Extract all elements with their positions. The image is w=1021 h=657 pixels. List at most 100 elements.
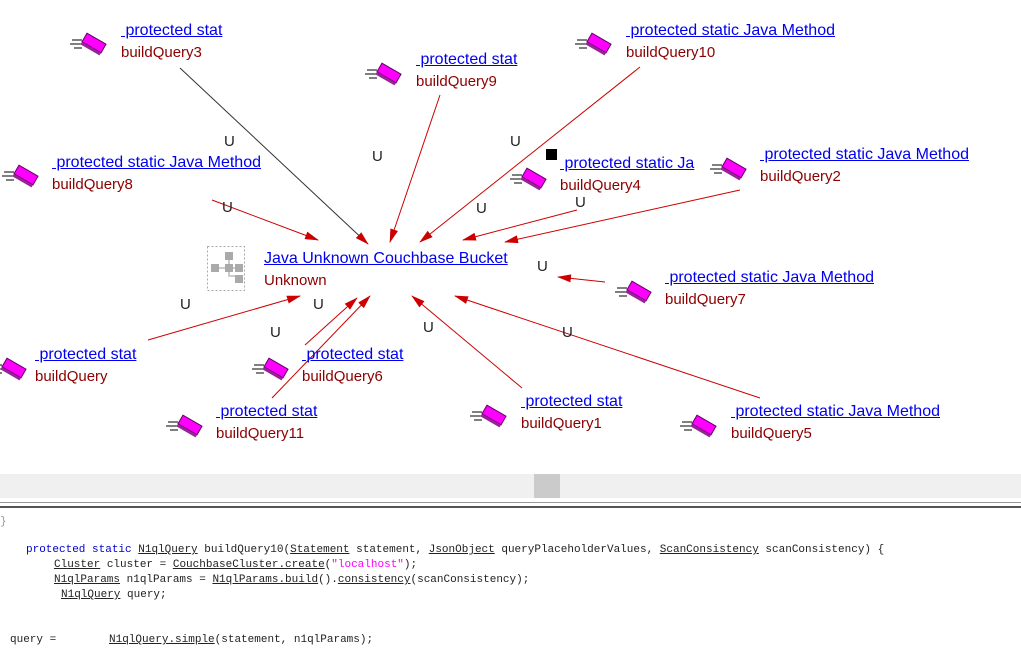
dependency-edge [147,295,301,341]
code-text: (scanConsistency); [410,574,530,586]
edge-label: U [423,319,434,336]
dependency-edge [462,209,578,241]
edge-label: U [372,148,383,165]
method-title-link[interactable]: protected static Java Method [52,154,261,171]
dependency-edge [211,199,319,241]
edge-label: U [222,199,233,216]
java-method-icon [510,167,547,191]
java-method-icon [70,32,107,56]
method-name: buildQuery3 [121,44,202,61]
method-title-link[interactable]: protected stat [521,393,623,410]
code-text: query; [120,589,167,601]
type-link[interactable]: Statement [290,544,350,556]
method-title-link[interactable]: protected stat [121,22,223,39]
selection-handle[interactable] [546,149,557,160]
method-name: buildQuery [35,368,108,385]
splitter-handle[interactable] [0,506,1021,508]
type-link[interactable]: Cluster [54,559,101,571]
java-method-icon [365,62,402,86]
horizontal-scrollbar[interactable] [0,474,1021,498]
string-literal: "localhost" [331,559,404,571]
code-line-4: N1qlQuery query; [61,589,167,601]
method-name: buildQuery8 [52,176,133,193]
method-title-link[interactable]: protected static Java Method [665,269,874,286]
method-title-link[interactable]: protected static Java Method [760,146,969,163]
edge-label: U [224,133,235,150]
java-method-icon [166,414,203,438]
method-link[interactable]: N1qlParams.build [212,574,319,586]
code-line-3: N1qlParams n1qlParams = N1qlParams.build… [54,574,529,586]
code-text: queryPlaceholderValues, [494,544,660,556]
dependency-edge [179,67,369,245]
method-title-link[interactable]: protected stat [216,403,318,420]
method-title-link[interactable]: protected stat [35,346,137,363]
dependency-edge [304,297,358,346]
code-text: ( [324,559,332,571]
method-name: buildQuery1 [521,415,602,432]
code-text: scanConsistency) { [758,544,885,556]
type-link[interactable]: N1qlParams [54,574,121,586]
code-line-1: protected static N1qlQuery buildQuery10(… [26,544,884,556]
dependency-edge [504,189,741,244]
java-method-icon [2,164,39,188]
dependency-diagram: Java Unknown Couchbase Bucket Unknown pr… [0,22,969,442]
java-method-icon [0,357,27,381]
dependency-edge [271,295,371,399]
java-method-icon [710,157,747,181]
keyword: static [92,544,132,556]
divider [0,502,1021,503]
dependency-edge [389,94,441,243]
method-name: buildQuery10 [626,44,716,61]
center-subtitle: Unknown [264,272,327,289]
method-name: buildQuery11 [216,425,305,442]
edge-label: U [575,194,586,211]
method-name: buildQuery9 [416,73,497,90]
method-name: buildQuery7 [665,291,746,308]
edge-label: U [476,200,487,217]
method-name: buildQuery5 [731,425,812,442]
code-text: cluster = [100,559,173,571]
dependency-edge [454,295,761,399]
method-title-link[interactable]: protected static Ja [560,155,695,172]
type-link[interactable]: N1qlQuery [138,544,198,556]
dependency-edge [411,295,523,389]
method-title-link[interactable]: protected static Java Method [626,22,835,39]
java-method-icon [615,280,652,304]
java-method-icon [680,414,717,438]
edge-label: U [510,133,521,150]
edge-label: U [270,324,281,341]
scrollbar-thumb[interactable] [534,474,560,498]
code-text: n1qlParams = [120,574,213,586]
edge-label: U [562,324,573,341]
method-link[interactable]: N1qlQuery.simple [109,634,215,646]
java-method-icon [470,404,507,428]
code-text: (statement, n1qlParams); [214,634,374,646]
edge-label: U [537,258,548,275]
java-method-icon [575,32,612,56]
edges-layer [147,66,761,399]
code-brace: } [0,516,7,528]
method-title-link[interactable]: protected static Java Method [731,403,940,420]
java-method-icon [252,357,289,381]
code-line-2: Cluster cluster = CouchbaseCluster.creat… [54,559,417,571]
method-title-link[interactable]: protected stat [416,51,518,68]
method-name: buildQuery6 [302,368,383,385]
code-text: statement, [349,544,429,556]
method-title-link[interactable]: protected stat [302,346,404,363]
hierarchy-icon [207,246,245,291]
code-line-5: query = N1qlQuery.simple(statement, n1ql… [10,634,373,646]
type-link[interactable]: JsonObject [428,544,495,556]
type-link[interactable]: N1qlQuery [61,589,121,601]
type-link[interactable]: ScanConsistency [659,544,759,556]
method-name: buildQuery2 [760,168,841,185]
dependency-edge [419,66,641,243]
center-title-link[interactable]: Java Unknown Couchbase Bucket [264,250,508,267]
method-link[interactable]: consistency [337,574,411,586]
edge-label: U [313,296,324,313]
keyword: protected [26,544,86,556]
method-link[interactable]: CouchbaseCluster.create [172,559,325,571]
edge-label: U [180,296,191,313]
code-text: (). [318,574,338,586]
code-text: ); [403,559,418,571]
method-name: buildQuery4 [560,177,641,194]
